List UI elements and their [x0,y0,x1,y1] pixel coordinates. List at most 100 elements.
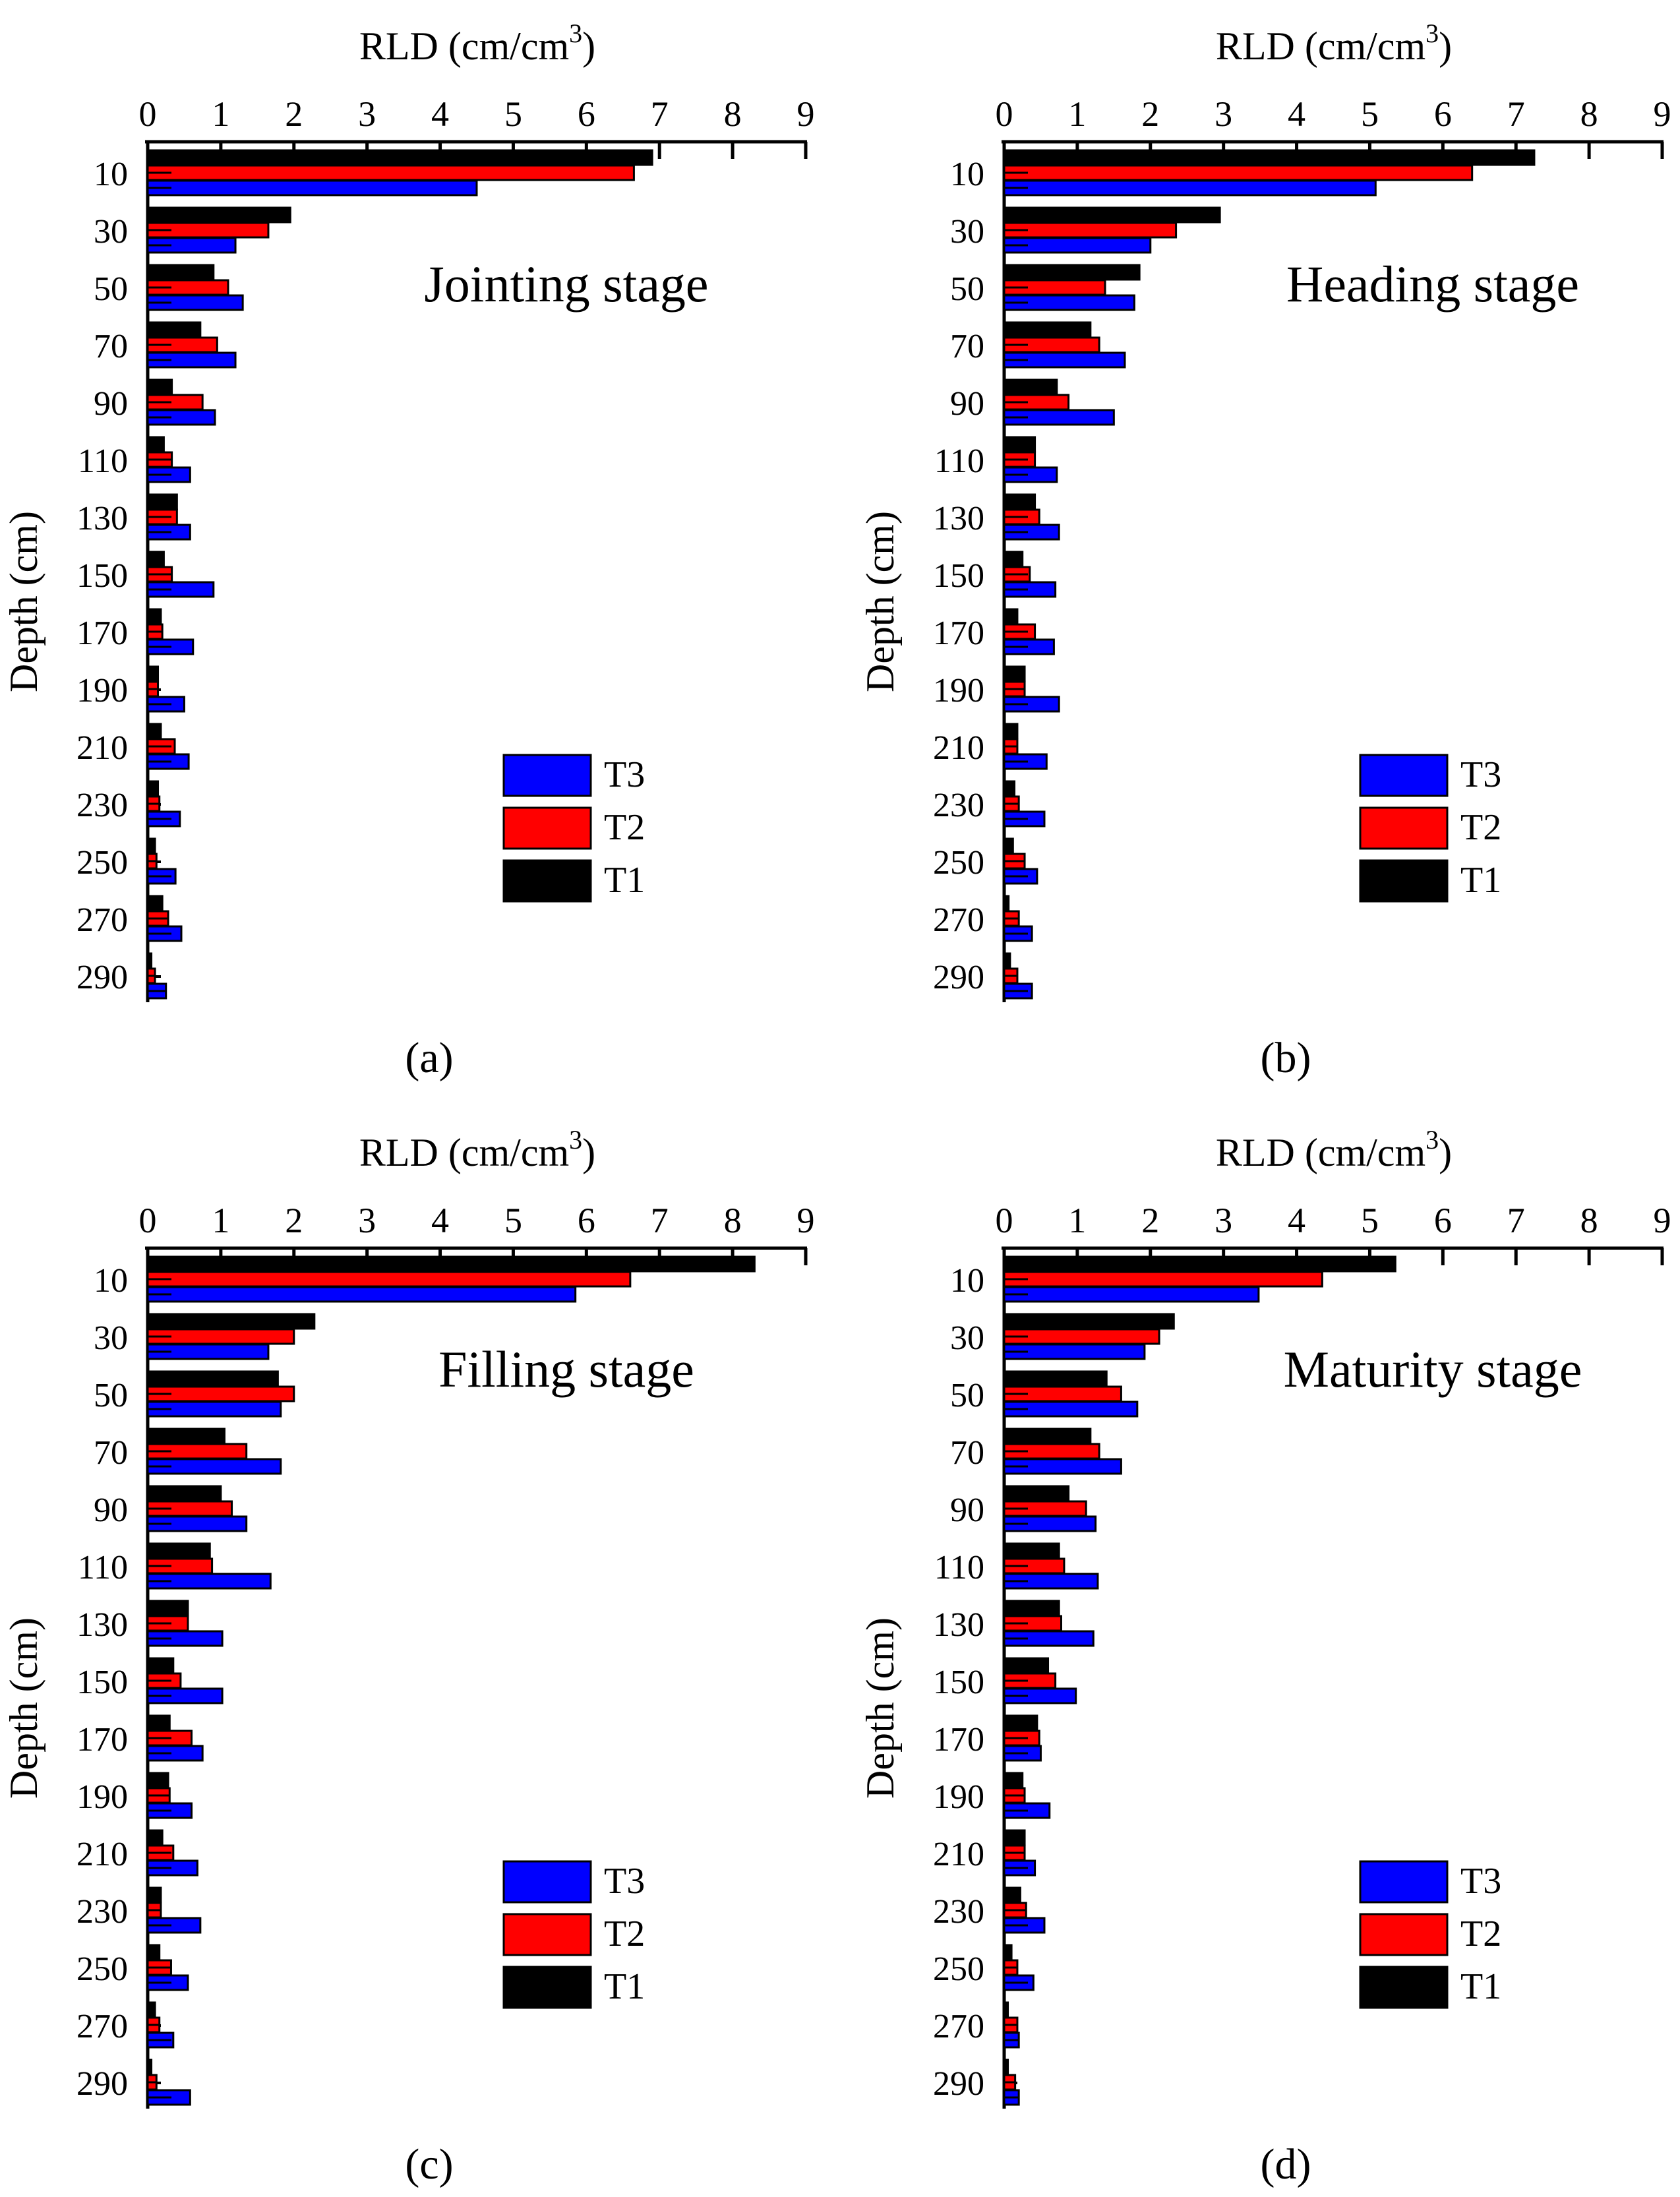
y-tick-label: 250 [76,1950,128,1988]
y-tick-label: 290 [76,2065,128,2103]
legend-label-t3: T3 [604,754,645,795]
y-tick-label: 10 [950,1262,984,1300]
x-tick-label: 8 [1580,1201,1598,1240]
stage-annotation: Maturity stage [1284,1340,1582,1398]
y-axis-title: Depth (cm) [2,511,45,692]
x-tick-label: 5 [504,1201,522,1240]
legend-label-t2: T2 [604,1913,645,1954]
legend-label-t1: T1 [1460,860,1501,901]
panel-label: (c) [405,2140,453,2188]
y-tick-label: 90 [94,1491,128,1529]
x-tick-label: 4 [1288,1201,1305,1240]
y-tick-label: 90 [950,1491,984,1529]
y-tick-label: 110 [78,1549,128,1586]
y-axis-title: Depth (cm) [2,1617,45,1799]
bar-t3 [1003,179,1377,196]
y-tick-label: 30 [94,1319,128,1357]
bar-t1 [146,1313,316,1330]
x-tick-label: 2 [285,94,303,134]
y-axis-title: Depth (cm) [858,511,902,692]
panel-label: (b) [1261,1034,1311,1082]
y-tick-label: 150 [76,1664,128,1701]
panel-label: (d) [1261,2140,1311,2188]
x-tick-label: 5 [1361,1201,1379,1240]
x-tick-label: 5 [504,94,522,134]
y-tick-label: 190 [933,1778,984,1816]
y-tick-label: 70 [950,1434,984,1472]
bar-t3 [1003,1286,1260,1303]
x-tick-label: 1 [1068,1201,1086,1240]
bar-t3 [146,179,478,196]
x-tick-label: 1 [212,1201,229,1240]
legend-swatch-t3 [1359,1860,1449,1904]
stage-annotation: Jointing stage [424,255,708,313]
y-tick-label: 50 [950,270,984,308]
y-tick-label: 10 [950,156,984,193]
y-tick-label: 190 [76,1778,128,1816]
y-tick-label: 210 [933,1836,984,1873]
y-tick-label: 30 [950,213,984,251]
legend-swatch-t1 [1359,859,1449,903]
legend-label-t3: T3 [1460,754,1501,795]
y-tick-label: 230 [933,787,984,824]
x-tick-label: 0 [139,94,157,134]
chart-panel-d: 0 1 2 3 4 5 6 7 8 9 RLD (cm/cm3) Depth (cm) 10 30 50 70… [858,1125,1671,2188]
y-tick-label: 250 [933,1950,984,1988]
y-axis-title: Depth (cm) [858,1617,902,1799]
x-tick-label: 3 [358,1201,376,1240]
y-tick-label: 290 [933,959,984,996]
y-tick-label: 270 [76,2008,128,2045]
x-tick-label: 1 [1068,94,1086,134]
x-axis-title: RLD (cm/cm3) [359,1125,595,1174]
y-tick-label: 270 [933,901,984,939]
bar-t1 [146,1255,756,1273]
stage-annotation: Heading stage [1286,255,1579,313]
stage-annotation: Filling stage [438,1340,694,1398]
y-tick-label: 290 [933,2065,984,2103]
x-tick-label: 4 [431,1201,449,1240]
bar-t2 [146,164,635,181]
legend-swatch-t3 [502,754,592,797]
y-tick-label: 150 [933,1664,984,1701]
y-tick-label: 10 [94,156,128,193]
x-tick-label: 6 [578,1201,595,1240]
x-tick-label: 2 [1141,94,1159,134]
chart-panel-b: 0 1 2 3 4 5 6 7 8 9 RLD (cm/cm3) Depth (cm) 10 30 50 70… [858,18,1671,1082]
x-tick-label: 4 [1288,94,1305,134]
x-tick-label: 3 [1215,1201,1232,1240]
x-tick-label: 7 [1507,94,1525,134]
y-tick-label: 210 [933,729,984,767]
legend-swatch-t1 [1359,1966,1449,2009]
legend-label-t1: T1 [1460,1966,1501,2007]
x-tick-label: 7 [651,1201,669,1240]
panel-label: (a) [405,1034,453,1082]
y-tick-label: 10 [94,1262,128,1300]
x-tick-label: 5 [1361,94,1379,134]
y-tick-label: 130 [933,1606,984,1644]
y-tick-label: 250 [76,844,128,882]
legend-swatch-t2 [1359,806,1449,850]
y-tick-label: 210 [76,729,128,767]
legend-swatch-t3 [502,1860,592,1904]
bar-t1 [1003,149,1536,166]
y-tick-label: 150 [76,557,128,595]
x-tick-label: 6 [1434,94,1452,134]
y-tick-label: 50 [94,1377,128,1414]
bar-t1 [1003,206,1221,224]
x-tick-label: 9 [797,94,815,134]
bar-t1 [1003,1313,1175,1330]
y-tick-label: 30 [950,1319,984,1357]
y-tick-label: 30 [94,213,128,251]
x-tick-label: 6 [1434,1201,1452,1240]
bar-t3 [146,1286,577,1303]
y-tick-label: 70 [94,1434,128,1472]
y-tick-label: 130 [76,1606,128,1644]
x-axis-title: RLD (cm/cm3) [1216,18,1452,68]
y-tick-label: 170 [933,615,984,652]
y-tick-label: 90 [94,385,128,423]
y-tick-label: 70 [94,328,128,365]
x-tick-label: 2 [1141,1201,1159,1240]
x-tick-label: 8 [724,94,742,134]
x-tick-label: 7 [651,94,669,134]
